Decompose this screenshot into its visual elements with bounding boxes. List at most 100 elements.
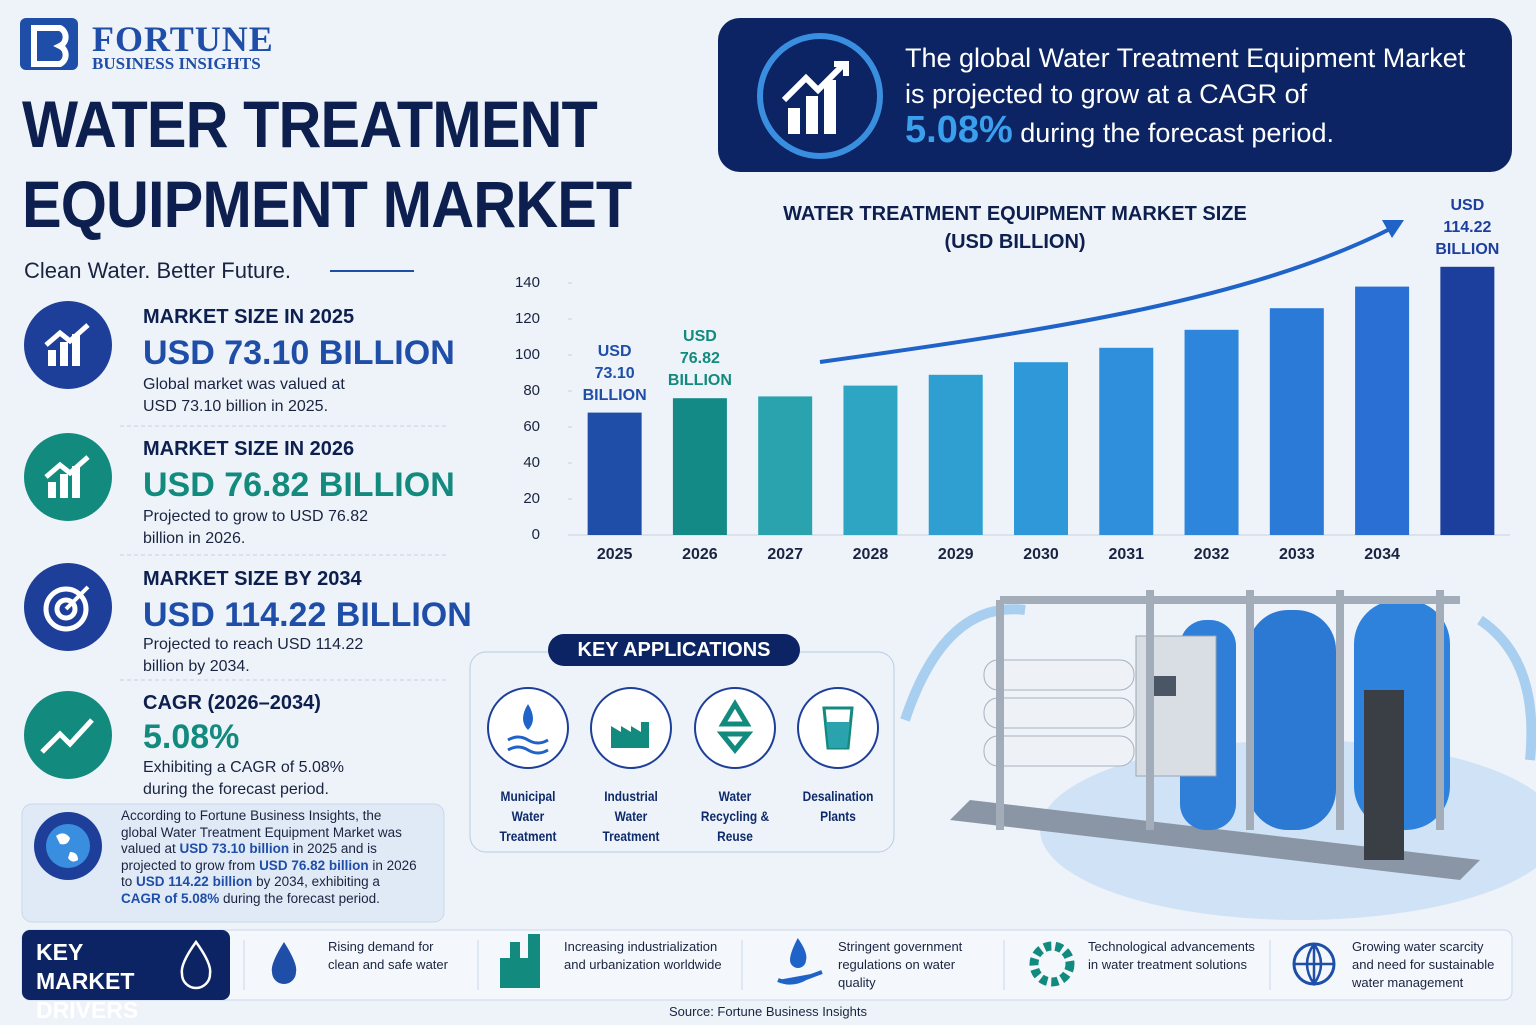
stat-value: USD 114.22 BILLION bbox=[143, 596, 472, 634]
driver: Technological advancements in water trea… bbox=[1088, 939, 1255, 972]
drivers-title: KEY MARKET DRIVERS bbox=[36, 939, 139, 1023]
driver: Growing water scarcity and need for sust… bbox=[1352, 939, 1495, 990]
stat-heading: MARKET SIZE IN 2025 bbox=[143, 306, 355, 328]
stat-heading: CAGR (2026–2034) bbox=[143, 692, 321, 714]
stat-heading: MARKET SIZE IN 2026 bbox=[143, 438, 355, 460]
banner-highlight: 5.08% bbox=[905, 109, 1013, 151]
title: WATER TREATMENT bbox=[22, 87, 598, 161]
stat-value: 5.08% bbox=[143, 718, 240, 756]
brand-sub: BUSINESS INSIGHTS bbox=[92, 54, 261, 73]
apps-title: KEY APPLICATIONS bbox=[548, 634, 800, 666]
banner-ring bbox=[757, 33, 883, 159]
drop bbox=[523, 704, 533, 730]
stat-value: USD 73.10 BILLION bbox=[143, 334, 455, 372]
y-tick-label: 80 bbox=[523, 382, 540, 399]
stat-desc: Exhibiting a CAGR of 5.08% during the fo… bbox=[143, 759, 344, 798]
logo-mark bbox=[31, 25, 69, 67]
source: Source: Fortune Business Insights bbox=[669, 1004, 867, 1019]
summary-highlight: CAGR of 5.08% bbox=[121, 890, 220, 906]
factory bbox=[611, 722, 649, 748]
y-tick-label: 140 bbox=[515, 274, 540, 291]
stat-desc: Projected to grow to USD 76.82 billion i… bbox=[143, 508, 369, 547]
driver-icon bbox=[271, 942, 297, 984]
banner-icon bbox=[788, 80, 836, 134]
y-tick-label: 20 bbox=[523, 490, 540, 507]
summary-box bbox=[21, 803, 445, 923]
x-tick-label: 2029 bbox=[938, 546, 974, 563]
app-label: Municipal Water Treatment bbox=[499, 788, 557, 844]
app-label: Industrial Water Treatment bbox=[602, 788, 660, 844]
banner-box bbox=[718, 18, 1512, 172]
summary-text: during the forecast period. bbox=[219, 890, 380, 906]
bar bbox=[1269, 308, 1324, 535]
bar bbox=[758, 396, 813, 535]
annotation: USD 114.22 BILLION bbox=[1435, 196, 1500, 258]
y-tick-label: 100 bbox=[515, 346, 540, 363]
bar bbox=[843, 385, 898, 535]
brand: FORTUNE bbox=[92, 19, 274, 59]
annotation: USD 76.82 BILLION bbox=[667, 328, 732, 390]
y-tick-label: 60 bbox=[523, 418, 540, 435]
trend-arrow bbox=[819, 226, 1393, 364]
bar bbox=[1355, 286, 1410, 535]
y-tick-label: 40 bbox=[523, 454, 540, 471]
title: EQUIPMENT MARKET bbox=[22, 167, 632, 241]
x-tick-label: 2032 bbox=[1194, 546, 1230, 563]
stat-heading: MARKET SIZE BY 2034 bbox=[143, 568, 362, 590]
banner-text: The global Water Treatment Equipment Mar… bbox=[905, 43, 1466, 109]
driver: Stringent government regulations on wate… bbox=[838, 939, 963, 990]
summary: According to Fortune Business Insights, … bbox=[121, 808, 421, 907]
driver-icon bbox=[1029, 941, 1075, 987]
driver-dividers bbox=[243, 940, 1271, 990]
x-tick-label: 2030 bbox=[1023, 546, 1059, 563]
banner: The global Water Treatment Equipment Mar… bbox=[905, 40, 1485, 151]
driver-icon bbox=[1294, 943, 1334, 987]
bar bbox=[1014, 362, 1068, 535]
x-tick-label: 2033 bbox=[1279, 546, 1315, 563]
banner-tail: during the forecast period. bbox=[1020, 118, 1334, 148]
x-tick-label: 2031 bbox=[1108, 546, 1144, 563]
summary-text: in 2025 and is projected to grow from bbox=[121, 841, 377, 873]
summary-highlight: USD 73.10 billion bbox=[179, 841, 290, 856]
tagline: Clean Water. Better Future. bbox=[24, 258, 291, 283]
globe bbox=[46, 824, 90, 868]
bar bbox=[672, 398, 727, 535]
drivers-head bbox=[22, 930, 230, 1000]
summary-highlight: USD 76.82 billion bbox=[259, 857, 369, 873]
bar bbox=[1184, 329, 1239, 535]
bar bbox=[587, 412, 642, 535]
chart-title: WATER TREATMENT EQUIPMENT MARKET SIZE (U… bbox=[783, 203, 1247, 253]
trend-arrow-head bbox=[1382, 220, 1404, 238]
bar bbox=[1440, 266, 1495, 535]
x-tick-label: 2028 bbox=[853, 546, 889, 563]
driver-icon bbox=[500, 934, 540, 988]
app-label: Desalination Plants bbox=[802, 788, 874, 824]
summary-highlight: USD 114.22 billion bbox=[136, 874, 253, 889]
driver: Increasing industrialization and urbaniz… bbox=[564, 939, 722, 972]
drop-icon bbox=[180, 939, 212, 990]
recycle bbox=[716, 699, 754, 754]
summary-text: in 2026 to bbox=[121, 857, 417, 890]
stat-value: USD 76.82 BILLION bbox=[143, 466, 455, 504]
app-label: Water Recycling & Reuse bbox=[700, 788, 770, 844]
glass-water bbox=[826, 722, 850, 748]
stat-desc: Projected to reach USD 114.22 billion by… bbox=[143, 636, 364, 675]
bar bbox=[928, 374, 983, 535]
equipment bbox=[900, 590, 1536, 920]
glass bbox=[822, 706, 854, 750]
banner-arrow bbox=[781, 61, 849, 103]
x-tick-label: 2026 bbox=[682, 546, 718, 563]
stat-icons bbox=[24, 301, 112, 779]
driver-icon bbox=[777, 938, 823, 985]
bar bbox=[1099, 347, 1154, 535]
globe-land bbox=[56, 833, 78, 862]
waves bbox=[507, 735, 549, 755]
x-tick-label: 2034 bbox=[1364, 546, 1400, 563]
stat-desc: Global market was valued at USD 73.10 bi… bbox=[143, 376, 345, 415]
y-tick-label: 0 bbox=[532, 526, 540, 543]
annotation: USD 73.10 BILLION bbox=[582, 342, 647, 404]
